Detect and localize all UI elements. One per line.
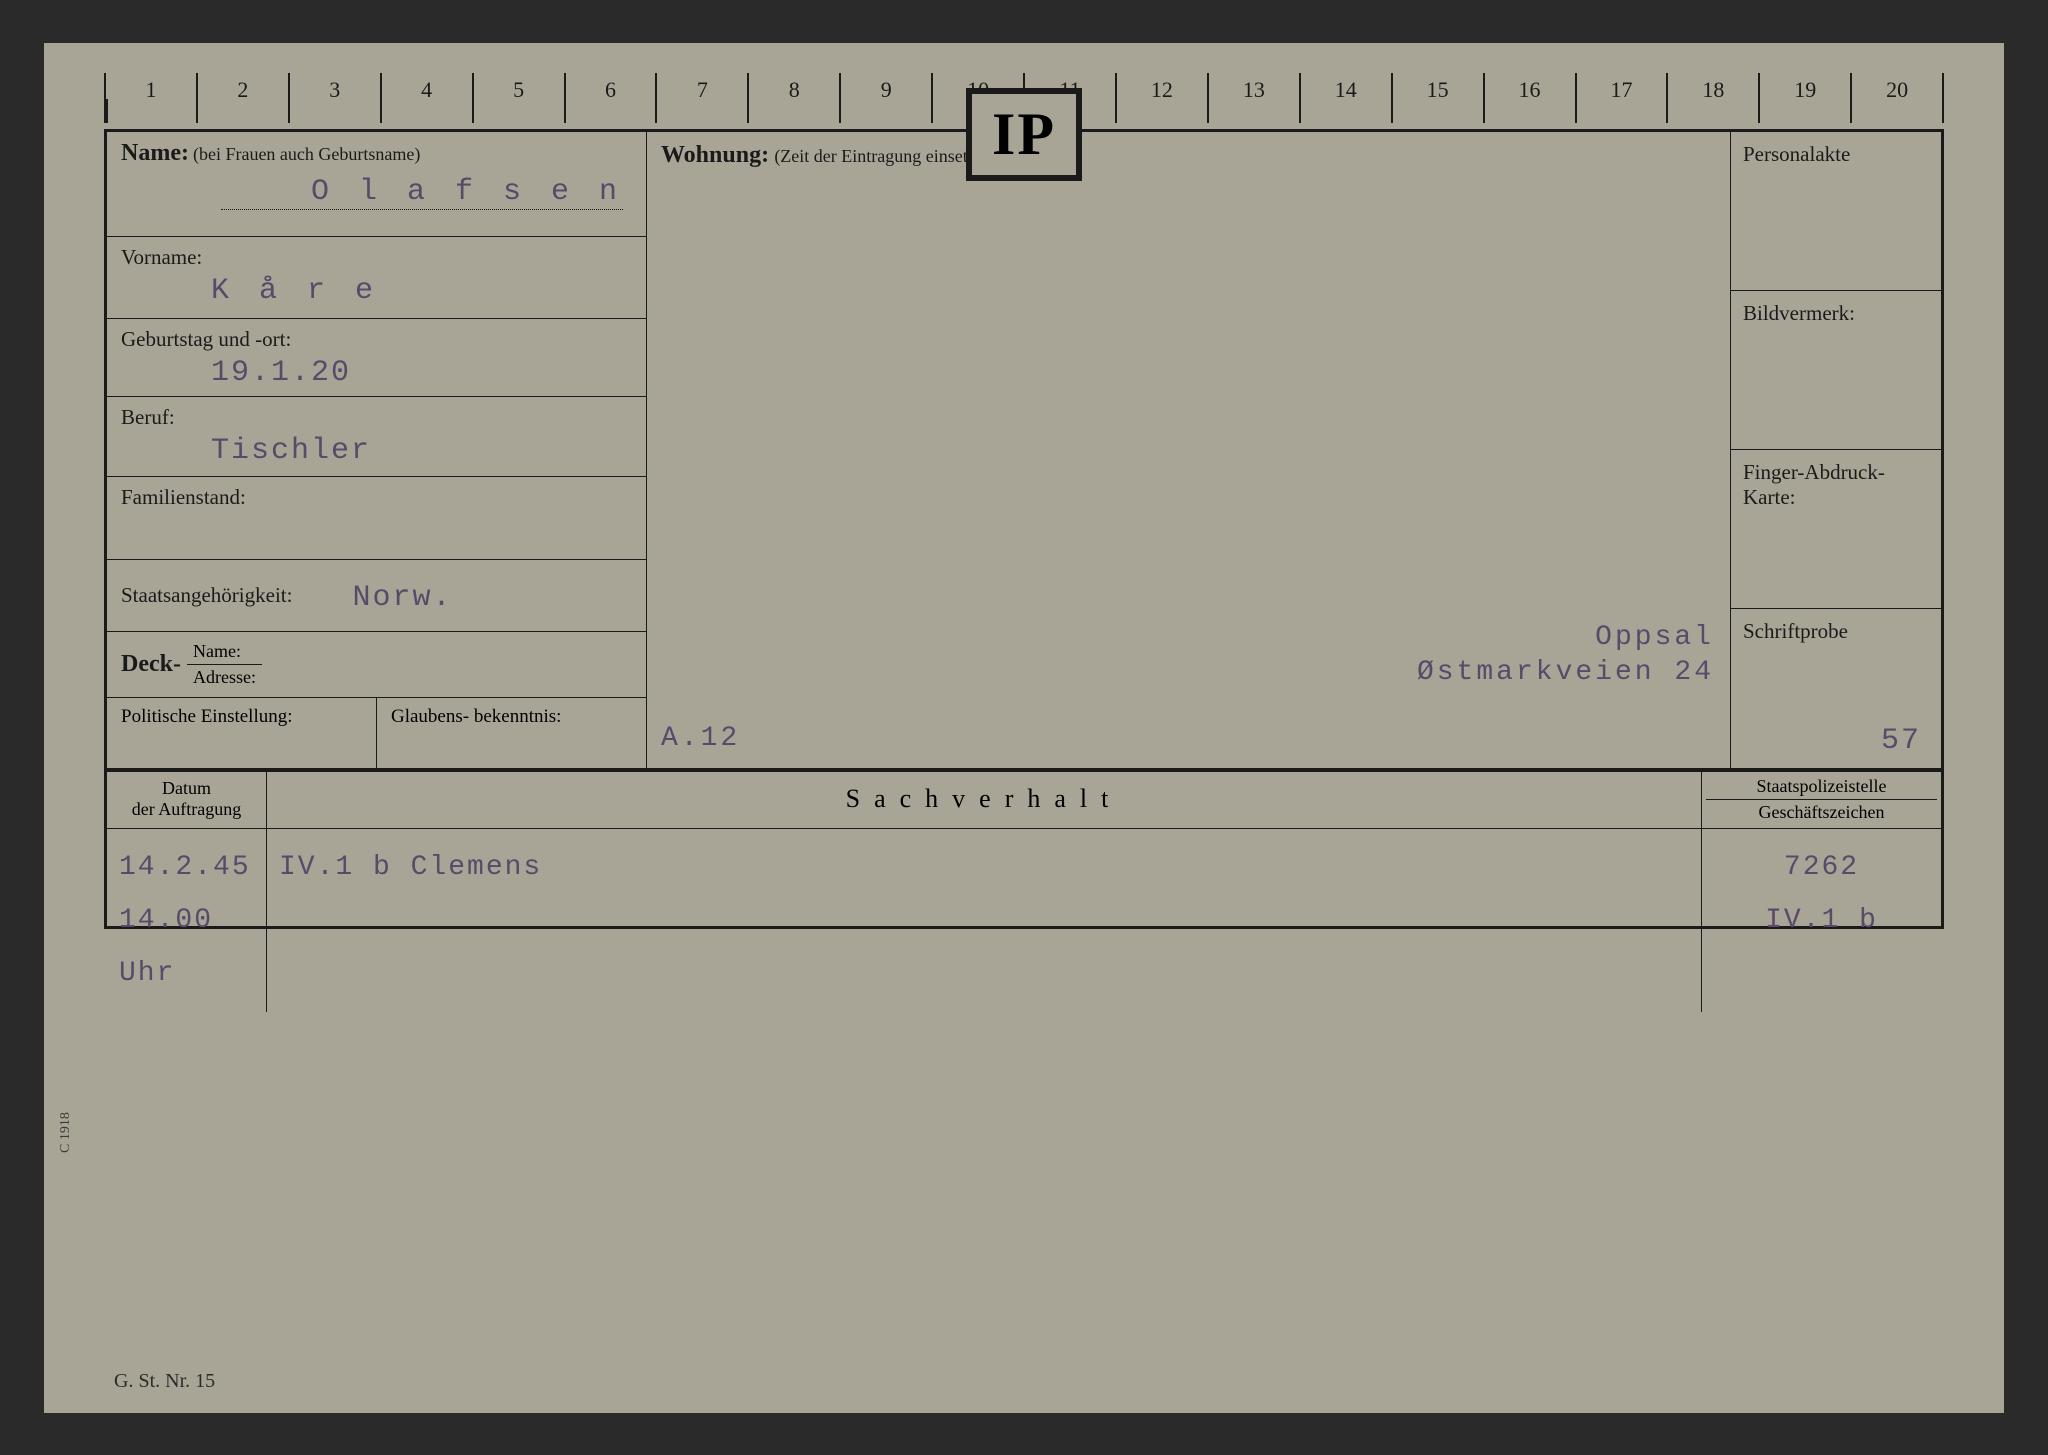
ruler-tick: 18 — [1668, 73, 1760, 123]
deck-field: Deck- Name: Adresse: — [107, 632, 646, 698]
ruler-tick: 4 — [382, 73, 474, 123]
ruler-tick: 20 — [1852, 73, 1944, 123]
geburtstag-label: Geburtstag und -ort: — [121, 327, 632, 352]
ruler-tick: 7 — [657, 73, 749, 123]
reference-1: 7262 — [1714, 841, 1929, 894]
staats-value: Norw. — [352, 581, 452, 615]
deck-addr-label: Adresse: — [187, 665, 262, 690]
familienstand-field: Familienstand: — [107, 477, 646, 561]
glaubens-cell: Glaubens- bekenntnis: — [377, 698, 646, 768]
staatsangehoerigkeit-field: Staatsangehörigkeit: Norw. — [107, 560, 646, 632]
ruler-tick: 17 — [1577, 73, 1669, 123]
bildvermerk-box: Bildvermerk: — [1731, 291, 1941, 450]
geburtstag-field: Geburtstag und -ort: 19.1.20 — [107, 319, 646, 397]
ruler-tick: 15 — [1393, 73, 1485, 123]
wohnung-label: Wohnung: — [661, 142, 769, 168]
vorname-label: Vorname: — [121, 245, 632, 270]
ruler-tick: 1 — [104, 73, 198, 123]
sachverhalt-header: Datum der Auftragung Sachverhalt Staatsp… — [107, 772, 1941, 829]
ruler-tick: 6 — [566, 73, 658, 123]
beruf-value: Tischler — [211, 434, 632, 468]
datum-value-1: 14.2.45 — [119, 841, 254, 894]
name-field: Name: (bei Frauen auch Geburtsname) O l … — [107, 132, 646, 237]
reference-2: IV.1 b — [1714, 894, 1929, 947]
index-card: 1 2 3 4 5 6 7 8 9 10 11 12 13 14 15 16 1… — [44, 43, 2004, 1413]
ruler-tick: 5 — [474, 73, 566, 123]
sachverhalt-body: 14.2.45 14.00 Uhr IV.1 b Clemens 7262 IV… — [107, 829, 1941, 1013]
geschaeftszeichen-label: Geschäftszeichen — [1706, 799, 1937, 824]
bildvermerk-label: Bildvermerk: — [1743, 301, 1855, 325]
staatspolizei-header: Staatspolizeistelle Geschäftszeichen — [1701, 772, 1941, 828]
left-column: Name: (bei Frauen auch Geburtsname) O l … — [107, 132, 647, 768]
schriftprobe-box: Schriftprobe 57 — [1731, 609, 1941, 767]
ruler-tick: 8 — [749, 73, 841, 123]
staats-label: Staatsangehörigkeit: — [121, 583, 292, 608]
addr-line2: Østmarkveien 24 — [1417, 657, 1714, 688]
sachverhalt-text: IV.1 b Clemens — [279, 841, 1689, 894]
datum-value-2: 14.00 Uhr — [119, 894, 254, 1000]
vorname-field: Vorname: K å r e — [107, 237, 646, 319]
personalakte-label: Personalakte — [1743, 142, 1850, 166]
ruler-tick: 16 — [1485, 73, 1577, 123]
beruf-label: Beruf: — [121, 405, 632, 430]
staatspolizei-label: Staatspolizeistelle — [1757, 776, 1887, 796]
beruf-field: Beruf: Tischler — [107, 397, 646, 477]
name-value: O l a f s e n — [311, 175, 623, 209]
name-sublabel: (bei Frauen auch Geburtsname) — [193, 144, 420, 164]
ruler-tick: 9 — [841, 73, 933, 123]
schriftprobe-value: 57 — [1881, 724, 1921, 758]
politische-cell: Politische Einstellung: — [107, 698, 377, 768]
fingerabdruck-box: Finger-Abdruck- Karte: — [1731, 450, 1941, 609]
geburtstag-value: 19.1.20 — [211, 356, 632, 390]
bottom-form-id: G. St. Nr. 15 — [114, 1370, 215, 1393]
ruler-tick: 14 — [1301, 73, 1393, 123]
wohnung-address: Oppsal Østmarkveien 24 — [1417, 618, 1714, 688]
main-frame: IP Name: (bei Frauen auch Geburtsname) O… — [104, 129, 1944, 929]
schriftprobe-label: Schriftprobe — [1743, 619, 1848, 643]
deck-label: Deck- — [121, 651, 181, 678]
ip-badge: IP — [966, 88, 1082, 181]
right-column: Personalakte Bildvermerk: Finger-Abdruck… — [1731, 132, 1941, 768]
a12-code: A.12 — [661, 723, 740, 754]
ruler-tick: 19 — [1760, 73, 1852, 123]
glaubens-label: Glaubens- bekenntnis: — [391, 706, 632, 729]
ruler-tick: 2 — [198, 73, 290, 123]
vorname-value: K å r e — [211, 274, 632, 308]
familienstand-label: Familienstand: — [121, 485, 632, 510]
name-label: Name: — [121, 140, 189, 166]
politik-glauben-row: Politische Einstellung: Glaubens- bekenn… — [107, 698, 646, 768]
fingerabdruck-label: Finger-Abdruck- Karte: — [1743, 460, 1885, 509]
ruler-tick: 12 — [1117, 73, 1209, 123]
sachverhalt-title: Sachverhalt — [267, 772, 1701, 828]
addr-line1: Oppsal — [1417, 622, 1714, 653]
wohnung-column: Wohnung: (Zeit der Eintragung einsetzen)… — [647, 132, 1731, 768]
footer-rotated-label: C 1918 — [58, 1112, 74, 1153]
deck-name-label: Name: — [187, 639, 262, 665]
ruler-tick: 3 — [290, 73, 382, 123]
datum-header: Datum der Auftragung — [107, 772, 267, 828]
ruler-tick: 13 — [1209, 73, 1301, 123]
top-section: IP Name: (bei Frauen auch Geburtsname) O… — [107, 132, 1941, 772]
politische-label: Politische Einstellung: — [121, 706, 362, 729]
personalakte-box: Personalakte — [1731, 132, 1941, 291]
